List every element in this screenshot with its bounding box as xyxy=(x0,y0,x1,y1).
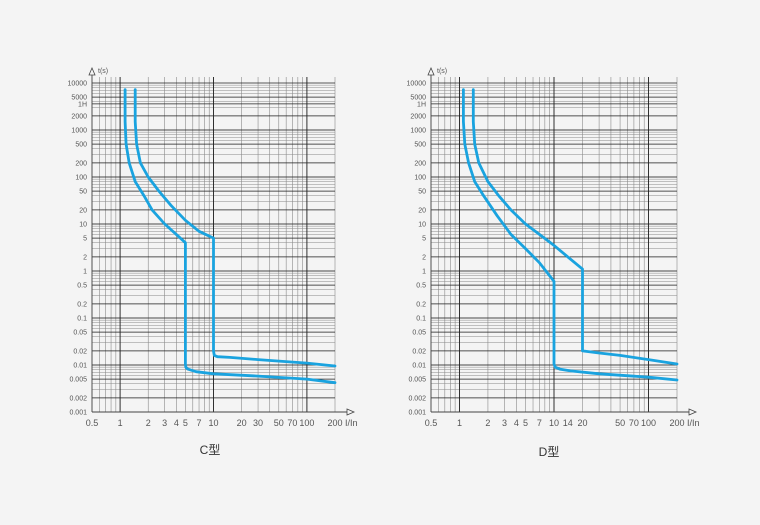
x-tick-label: 4 xyxy=(514,418,519,428)
y-tick-label: 1000 xyxy=(410,128,426,135)
y-tick-label: 0.5 xyxy=(77,283,87,290)
x-tick-label: 70 xyxy=(287,418,297,428)
x-tick-label: 30 xyxy=(253,418,263,428)
y-tick-label: 1000 xyxy=(71,128,87,135)
y-tick-label: 10 xyxy=(418,222,426,229)
y-tick-label: 2 xyxy=(422,254,426,261)
y-tick-label: 0.01 xyxy=(73,363,87,370)
y-tick-label: 1H xyxy=(78,101,87,108)
y-tick-label: 500 xyxy=(414,142,426,149)
y-tick-label: 0.005 xyxy=(69,377,87,384)
y-tick-label: 5 xyxy=(422,236,426,243)
x-tick-label: 100 xyxy=(299,418,314,428)
y-tick-label: 0.002 xyxy=(408,395,426,402)
chart-1: 0.001 0.002 0.005 0.01 0.02 0.05 0.1 0.2 0.5 1 2 5 1… xyxy=(68,66,358,457)
y-tick-label: 5000 xyxy=(71,95,87,102)
y-tick-label: 2000 xyxy=(71,113,87,120)
y-tick-label: 50 xyxy=(418,189,426,196)
y-tick-label: 2000 xyxy=(410,113,426,120)
y-tick-label: 0.02 xyxy=(73,348,87,355)
chart-2: 0.001 0.002 0.005 0.01 0.02 0.05 0.1 0.2 0.5 1 2 5 1… xyxy=(407,66,700,459)
chart-caption: D型 xyxy=(539,445,560,459)
curve-series-1 xyxy=(462,88,679,382)
x-tick-label: 0.5 xyxy=(86,418,99,428)
y-tick-label: 1H xyxy=(417,101,426,108)
x-tick-label: 100 xyxy=(641,418,656,428)
y-tick-label: 500 xyxy=(75,142,87,149)
y-tick-label: 0.02 xyxy=(412,348,426,355)
y-tick-label: 5 xyxy=(83,236,87,243)
y-tick-label: 0.01 xyxy=(412,363,426,370)
y-axis-arrow-icon xyxy=(427,66,435,76)
x-tick-label: 200 xyxy=(327,418,342,428)
x-tick-label: 50 xyxy=(615,418,625,428)
y-tick-label: 100 xyxy=(414,175,426,182)
x-axis-label: I/In xyxy=(345,418,358,428)
y-tick-label: 0.001 xyxy=(69,410,87,417)
x-tick-label: 5 xyxy=(523,418,528,428)
x-tick-label: 10 xyxy=(549,418,559,428)
y-tick-label: 0.2 xyxy=(77,301,87,308)
y-tick-label: 200 xyxy=(75,160,87,167)
y-axis-label: t(s) xyxy=(98,68,108,75)
y-tick-label: 100 xyxy=(75,175,87,182)
curve-series-1 xyxy=(123,88,337,385)
y-tick-label: 50 xyxy=(79,189,87,196)
x-tick-label: 7 xyxy=(197,418,202,428)
y-tick-label: 0.1 xyxy=(416,316,426,323)
x-tick-label: 3 xyxy=(502,418,507,428)
x-tick-label: 3 xyxy=(162,418,167,428)
x-tick-label: 1 xyxy=(457,418,462,428)
y-tick-label: 0.05 xyxy=(412,330,426,337)
y-tick-label: 2 xyxy=(83,254,87,261)
curve-series-2 xyxy=(133,88,337,368)
x-tick-label: 4 xyxy=(174,418,179,428)
y-tick-label: 10000 xyxy=(68,81,88,88)
y-tick-label: 5000 xyxy=(410,95,426,102)
x-tick-label: 7 xyxy=(537,418,542,428)
y-tick-label: 0.005 xyxy=(408,377,426,384)
y-tick-label: 20 xyxy=(79,207,87,214)
x-tick-label: 1 xyxy=(118,418,123,428)
minor-grid xyxy=(430,77,678,413)
y-tick-label: 0.5 xyxy=(416,283,426,290)
x-axis-label: I/In xyxy=(687,418,700,428)
y-tick-label: 0.001 xyxy=(408,410,426,417)
curve-series-2 xyxy=(471,88,679,366)
y-tick-label: 200 xyxy=(414,160,426,167)
chart-caption: C型 xyxy=(200,443,221,457)
x-tick-label: 2 xyxy=(485,418,490,428)
x-tick-label: 20 xyxy=(237,418,247,428)
x-tick-label: 14 xyxy=(563,418,573,428)
y-tick-label: 10 xyxy=(79,222,87,229)
x-tick-label: 50 xyxy=(274,418,284,428)
y-tick-label: 0.2 xyxy=(416,301,426,308)
x-tick-label: 5 xyxy=(183,418,188,428)
x-tick-label: 70 xyxy=(629,418,639,428)
y-tick-label: 20 xyxy=(418,207,426,214)
y-axis-arrow-icon xyxy=(88,66,96,76)
y-tick-label: 0.05 xyxy=(73,330,87,337)
x-axis-arrow-icon xyxy=(688,408,698,416)
y-tick-label: 1 xyxy=(422,269,426,276)
x-tick-label: 10 xyxy=(208,418,218,428)
x-tick-label: 0.5 xyxy=(425,418,438,428)
y-tick-label: 0.1 xyxy=(77,316,87,323)
y-tick-label: 1 xyxy=(83,269,87,276)
x-tick-label: 200 xyxy=(669,418,684,428)
y-tick-label: 10000 xyxy=(407,81,427,88)
x-tick-label: 2 xyxy=(146,418,151,428)
y-axis-label: t(s) xyxy=(437,68,447,75)
x-tick-label: 20 xyxy=(577,418,587,428)
y-tick-label: 0.002 xyxy=(69,395,87,402)
x-axis-arrow-icon xyxy=(346,408,356,416)
